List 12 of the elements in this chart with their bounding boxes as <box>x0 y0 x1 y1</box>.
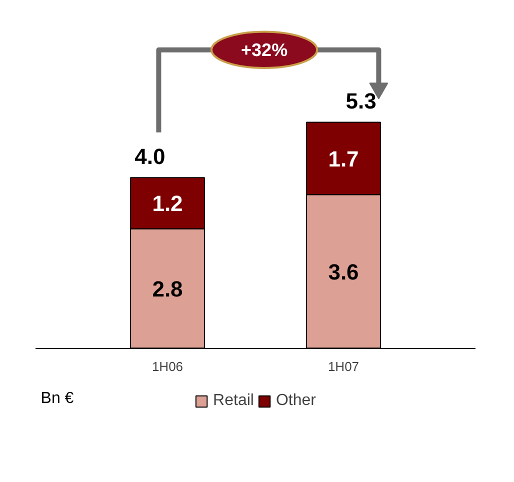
legend-label: Other <box>276 392 316 410</box>
text: +32% <box>241 40 288 60</box>
total-label: 5.3 <box>346 88 376 114</box>
text: Bn € <box>40 390 74 407</box>
data-label: 1.7 <box>328 146 359 172</box>
x-tick-label: 1H07 <box>328 359 360 374</box>
x-tick-label: 1H06 <box>152 359 184 374</box>
data-label: 3.6 <box>328 259 359 284</box>
data-label: 1.2 <box>152 191 183 216</box>
total-label: 4.0 <box>134 144 166 170</box>
data-label: 2.8 <box>152 276 183 302</box>
legend-label: Retail <box>213 392 254 410</box>
